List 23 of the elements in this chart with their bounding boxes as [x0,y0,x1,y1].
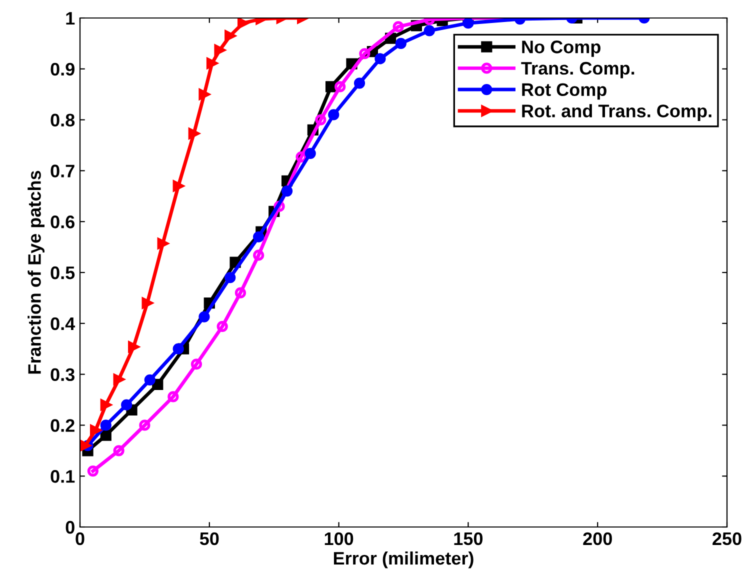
y-axis-title: Franction of Eye patchs [28,170,44,374]
y-tick-label: 0.8 [50,114,75,127]
x-axis-title: Error (milimeter) [334,551,474,568]
legend-label: Rot. and Trans. Comp. [522,104,712,121]
y-tick-label: 0.2 [50,419,74,432]
x-tick-label: 0 [76,532,84,546]
legend-label: Trans. Comp. [521,62,634,78]
y-tick-label: 0 [66,520,74,534]
x-tick-label: 250 [712,532,742,546]
x-tick-label: 150 [454,532,483,546]
x-tick-label: 50 [200,532,219,546]
y-tick-label: 0.5 [50,266,75,280]
y-tick-label: 0.4 [50,317,76,330]
legend-label: Rot Comp [522,83,606,100]
y-tick-label: 0.7 [50,164,74,178]
y-tick-label: 1 [66,12,75,25]
y-tick-label: 0.6 [50,216,74,228]
y-tick-label: 0.9 [50,62,74,76]
y-tick-label: 0.1 [50,470,75,483]
legend-label: No Comp [522,40,600,57]
y-tick-label: 0.3 [50,368,74,382]
x-tick-label: 100 [324,532,354,546]
x-tick-label: 200 [583,532,612,546]
